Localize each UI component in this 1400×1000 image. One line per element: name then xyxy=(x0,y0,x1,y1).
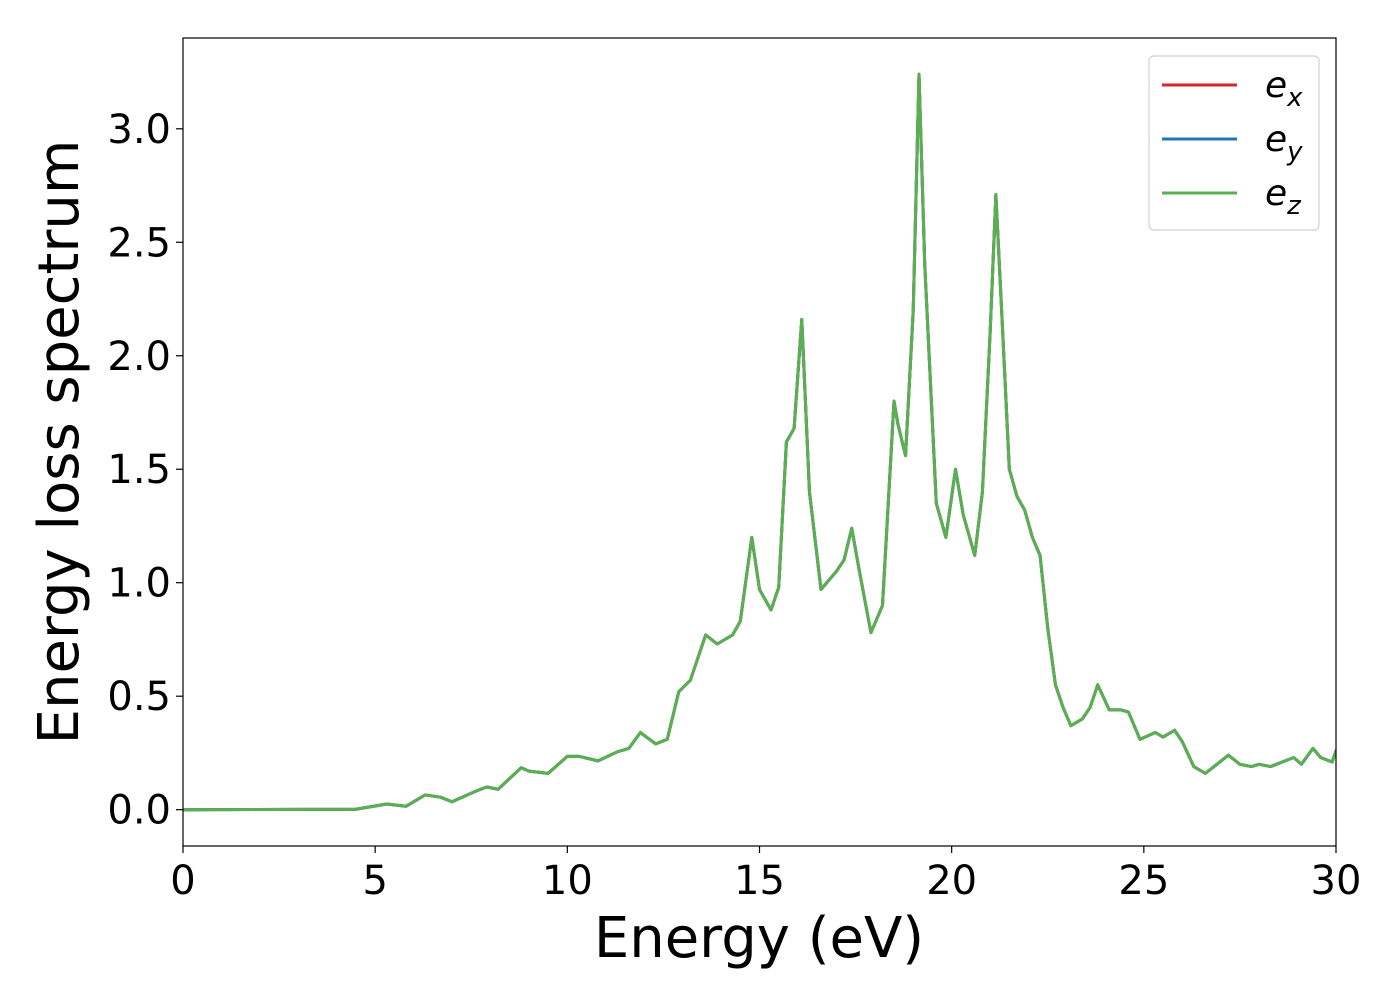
plot-area xyxy=(183,72,1336,812)
y-tick-label: 3.0 xyxy=(107,107,171,153)
legend: ex ey ez xyxy=(1148,55,1320,231)
x-tick-label: 30 xyxy=(1311,858,1362,904)
x-tick-label: 5 xyxy=(362,858,387,904)
x-axis-title: Energy (eV) xyxy=(594,906,924,971)
y-tick-label: 2.5 xyxy=(107,220,171,266)
y-tick-label: 1.5 xyxy=(107,447,171,493)
x-tick-label: 20 xyxy=(926,858,977,904)
legend-label-y: ey xyxy=(1265,119,1303,167)
axes-frame xyxy=(182,37,1337,847)
axis-ticks: 0 5 10 15 20 25 30 0.0 0.5 1.0 1.5 2.0 2.5 3.0 xyxy=(107,107,1361,904)
series-line-z xyxy=(183,72,1336,812)
legend-label-x: ex xyxy=(1265,65,1303,113)
legend-box xyxy=(1148,55,1320,231)
y-axis-title: Energy loss spectrum xyxy=(27,140,92,745)
legend-label-z: ez xyxy=(1265,173,1302,221)
x-tick-label: 15 xyxy=(734,858,785,904)
y-tick-label: 2.0 xyxy=(107,334,171,380)
y-tick-label: 0.5 xyxy=(107,674,171,720)
x-tick-label: 10 xyxy=(542,858,593,904)
y-tick-label: 1.0 xyxy=(107,561,171,607)
x-tick-label: 25 xyxy=(1118,858,1169,904)
x-tick-label: 0 xyxy=(170,858,195,904)
y-tick-label: 0.0 xyxy=(107,788,171,834)
